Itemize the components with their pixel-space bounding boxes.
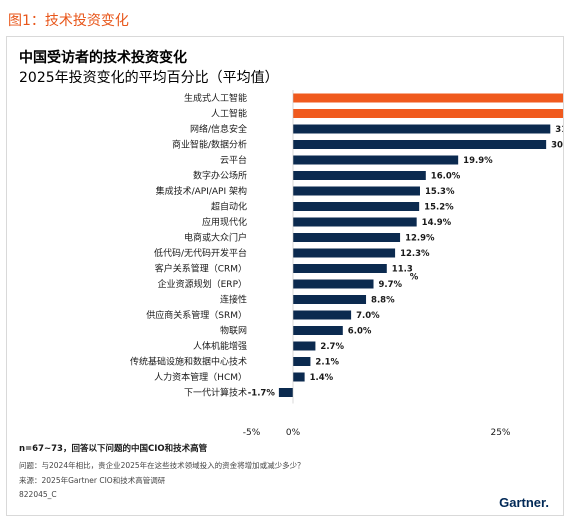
category-label: 商业智能/数据分析	[172, 139, 247, 151]
bar	[293, 93, 563, 103]
category-label: 数字办公场所	[193, 170, 247, 182]
value-label: 12.3%	[400, 249, 430, 259]
value-label: 15.2%	[424, 203, 454, 213]
category-label: 低代码/无代码开发平台	[154, 247, 247, 259]
bar	[293, 372, 305, 382]
value-label: 2.1%	[315, 358, 339, 368]
value-label: 16.0%	[431, 172, 461, 182]
bar	[293, 357, 311, 366]
figure-label: 图1：技术投资变化	[8, 13, 129, 29]
bar	[293, 248, 396, 258]
category-label: 电商或大众门户	[184, 232, 247, 244]
category-label: 客户关系管理（CRM）	[155, 263, 247, 275]
bar	[293, 202, 420, 211]
source-note: 来源：2025年Gartner CIO和技术高管调研	[19, 476, 166, 485]
value-label: 9.7%	[379, 280, 403, 290]
value-label: 15.3%	[425, 187, 455, 197]
value-label: 30.5%	[551, 141, 563, 151]
value-label: 31.0%	[555, 125, 563, 135]
category-label: 超自动化	[211, 201, 247, 213]
category-label: 物联网	[220, 325, 247, 337]
category-label: 供应商关系管理（SRM）	[146, 309, 247, 321]
value-label: 19.9%	[463, 156, 493, 166]
bar	[293, 109, 563, 118]
bar	[293, 217, 417, 227]
category-label: 企业资源规划（ERP）	[158, 278, 247, 290]
category-label: 传统基础设施和数据中心技术	[130, 356, 247, 368]
chart-panel: 中国受访者的技术投资变化 2025年投资变化的平均百分比（平均值） 生成式人工智…	[6, 36, 564, 516]
category-label: 人力资本管理（HCM）	[154, 371, 247, 383]
chart-subtitle: 2025年投资变化的平均百分比（平均值）	[19, 70, 279, 86]
value-label: 8.8%	[371, 296, 395, 306]
bar	[293, 310, 352, 320]
category-label: 生成式人工智能	[184, 92, 247, 104]
category-label: 人体机能增强	[193, 340, 247, 352]
bar	[293, 279, 374, 289]
bar	[278, 388, 293, 397]
value-label: 2.7%	[320, 342, 344, 352]
category-label: 下一代计算技术	[184, 387, 247, 399]
chart-title: 中国受访者的技术投资变化	[19, 50, 187, 66]
category-label: 集成技术/API/API 架构	[156, 185, 247, 197]
bar	[293, 233, 401, 242]
category-label: 云平台	[220, 154, 247, 166]
bar-chart: 生成式人工智能40.3%人工智能33.3%网络/信息安全31.0%商业智能/数据…	[130, 90, 563, 438]
bar	[293, 295, 367, 304]
value-label: -1.7%	[248, 389, 276, 399]
bar	[293, 326, 343, 335]
value-label: 7.0%	[356, 311, 380, 321]
category-label: 连接性	[220, 294, 247, 306]
bar	[293, 155, 459, 165]
category-label: 应用现代化	[202, 216, 247, 228]
gartner-logo: Gartner.	[499, 495, 549, 510]
value-label: 11.3	[392, 265, 413, 275]
x-tick-label: 25%	[490, 428, 510, 438]
category-label: 人工智能	[211, 108, 247, 120]
question-note: 问题：与2024年相比，贵企业2025年在这些技术领域投入的资金将增加或减少多少…	[19, 461, 305, 470]
bar	[293, 341, 316, 351]
value-label: 12.9%	[405, 234, 435, 244]
value-label: 1.4%	[310, 373, 334, 383]
x-tick-label: -5%	[243, 428, 261, 438]
value-label: 6.0%	[348, 327, 372, 337]
bar	[293, 171, 426, 180]
bar	[293, 186, 420, 196]
value-label: %	[410, 273, 419, 283]
figure-code: 822045_C	[19, 490, 57, 499]
category-label: 网络/信息安全	[190, 123, 247, 135]
sample-note: n=67~73，回答以下问题的中国CIO和技术高管	[19, 444, 208, 454]
x-tick-label: 0%	[286, 428, 301, 438]
bar	[293, 264, 387, 273]
value-label: 14.9%	[422, 218, 452, 228]
bar	[293, 124, 551, 134]
bar	[293, 140, 547, 149]
